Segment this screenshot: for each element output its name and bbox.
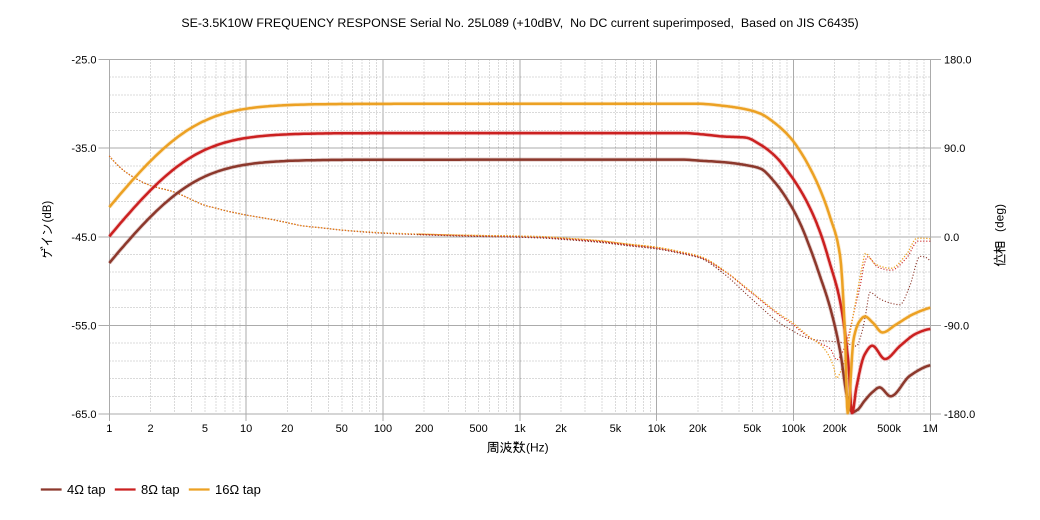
- svg-text:10: 10: [240, 423, 252, 435]
- svg-text:-180.0: -180.0: [944, 409, 975, 421]
- svg-text:2k: 2k: [555, 423, 567, 435]
- svg-text:1k: 1k: [514, 423, 526, 435]
- svg-text:8Ω tap: 8Ω tap: [141, 482, 180, 497]
- svg-text:100: 100: [374, 423, 392, 435]
- svg-text:-90.0: -90.0: [944, 320, 969, 332]
- svg-text:500: 500: [469, 423, 487, 435]
- svg-text:1M: 1M: [923, 423, 938, 435]
- svg-text:SE-3.5K10W FREQUENCY RESPONSE: SE-3.5K10W FREQUENCY RESPONSE Serial No.…: [181, 16, 858, 30]
- svg-text:100k: 100k: [782, 423, 806, 435]
- svg-text:-35.0: -35.0: [71, 143, 96, 155]
- svg-text:0.0: 0.0: [944, 232, 959, 244]
- svg-text:10k: 10k: [648, 423, 666, 435]
- svg-text:(dB): (dB): [42, 201, 54, 223]
- svg-text:500k: 500k: [877, 423, 901, 435]
- svg-text:20k: 20k: [689, 423, 707, 435]
- svg-text:5k: 5k: [610, 423, 622, 435]
- svg-text:180.0: 180.0: [944, 55, 972, 67]
- svg-text:200: 200: [415, 423, 433, 435]
- svg-text:4Ω tap: 4Ω tap: [67, 482, 106, 497]
- svg-text:-25.0: -25.0: [71, 55, 96, 67]
- svg-text:-55.0: -55.0: [71, 320, 96, 332]
- svg-text:(Hz): (Hz): [526, 441, 549, 455]
- svg-text:200k: 200k: [823, 423, 847, 435]
- svg-text:2: 2: [147, 423, 153, 435]
- svg-text:-45.0: -45.0: [71, 232, 96, 244]
- svg-text:-65.0: -65.0: [71, 409, 96, 421]
- svg-text:20: 20: [281, 423, 293, 435]
- svg-text:(deg): (deg): [993, 204, 1007, 232]
- svg-text:5: 5: [202, 423, 208, 435]
- svg-text:50: 50: [336, 423, 348, 435]
- svg-text:1: 1: [106, 423, 112, 435]
- svg-text:50k: 50k: [743, 423, 761, 435]
- svg-text:16Ω tap: 16Ω tap: [215, 482, 261, 497]
- svg-text:90.0: 90.0: [944, 143, 965, 155]
